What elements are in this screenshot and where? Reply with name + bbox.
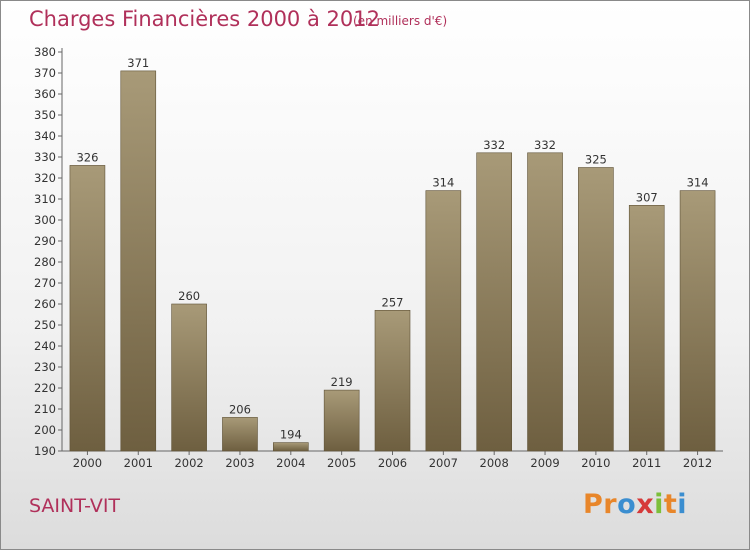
data-label-2002: 260	[178, 289, 200, 303]
logo-letter: i	[677, 489, 688, 520]
data-label-2000: 326	[76, 150, 98, 164]
bar-2005	[323, 389, 360, 452]
x-tick-label: 2002	[174, 456, 203, 470]
logo-letter: o	[617, 489, 637, 520]
logo-letter: x	[636, 489, 655, 520]
data-label-2010: 325	[585, 153, 607, 167]
y-tick-label: 380	[34, 45, 56, 59]
x-tick-label: 2003	[225, 456, 254, 470]
proxiti-logo[interactable]: Proxiti	[583, 489, 687, 520]
data-label-2003: 206	[229, 402, 251, 416]
y-tick-label: 360	[34, 87, 56, 101]
bar-2002	[171, 303, 207, 452]
bar-2004	[273, 442, 309, 452]
y-tick-label: 370	[34, 66, 56, 80]
x-tick-label: 2012	[683, 456, 712, 470]
x-tick-label: 2010	[581, 456, 610, 470]
bar-2010	[578, 167, 614, 452]
data-label-2005: 219	[331, 375, 353, 389]
logo-letter: t	[663, 489, 678, 520]
y-tick-label: 280	[34, 255, 56, 269]
y-tick-label: 300	[34, 213, 56, 227]
chart-axes: 190 200 210 220 230 240 250 260 270 280 290 300 310 3…	[34, 45, 723, 470]
x-tick-label: 2000	[73, 456, 102, 470]
data-label-2001: 371	[127, 56, 149, 70]
bar-2011	[628, 205, 665, 452]
chart-bars	[69, 70, 716, 452]
y-tick-label: 350	[34, 108, 56, 122]
chart-data-labels: 326 371 260 206 194 219 257 314 332 332 325 307 314	[76, 56, 708, 442]
y-tick-label: 330	[34, 150, 56, 164]
x-tick-label: 2004	[276, 456, 305, 470]
bar-2001	[120, 70, 157, 452]
data-label-2008: 332	[483, 138, 505, 152]
bar-2008	[476, 152, 512, 452]
y-tick-label: 290	[34, 234, 56, 248]
data-label-2006: 257	[382, 295, 404, 309]
commune-name: SAINT-VIT	[29, 495, 121, 517]
y-tick-label: 310	[34, 192, 56, 206]
y-tick-label: 190	[34, 444, 56, 458]
logo-letter: r	[603, 489, 618, 520]
y-tick-label: 200	[34, 423, 56, 437]
logo-letter: i	[654, 489, 664, 520]
bar-2003	[222, 417, 258, 452]
x-tick-label: 2005	[327, 456, 356, 470]
x-tick-label: 2009	[530, 456, 559, 470]
y-tick-label: 240	[34, 339, 56, 353]
data-label-2009: 332	[534, 138, 556, 152]
data-label-2011: 307	[636, 190, 658, 204]
data-label-2007: 314	[432, 176, 454, 190]
data-label-2012: 314	[687, 176, 709, 190]
x-tick-label: 2008	[480, 456, 509, 470]
y-tick-label: 220	[34, 381, 56, 395]
x-tick-label: 2006	[378, 456, 407, 470]
x-tick-label: 2001	[124, 456, 153, 470]
bar-2009	[527, 152, 563, 452]
bar-2007	[425, 190, 462, 452]
chart-subtitle: (en milliers d'€)	[353, 14, 448, 28]
y-tick-label: 260	[34, 297, 56, 311]
bar-2000	[69, 165, 106, 452]
bar-2012	[679, 190, 716, 452]
x-tick-label: 2007	[429, 456, 458, 470]
data-label-2004: 194	[280, 428, 302, 442]
bar-2006	[374, 309, 411, 452]
y-tick-label: 320	[34, 171, 56, 185]
y-tick-label: 230	[34, 360, 56, 374]
logo-letter: P	[583, 489, 604, 520]
y-tick-label: 210	[34, 402, 56, 416]
y-tick-label: 340	[34, 129, 56, 143]
y-tick-label: 270	[34, 276, 56, 290]
chart-title: Charges Financières 2000 à 2012	[29, 7, 380, 31]
x-tick-label: 2011	[632, 456, 661, 470]
y-tick-label: 250	[34, 318, 56, 332]
